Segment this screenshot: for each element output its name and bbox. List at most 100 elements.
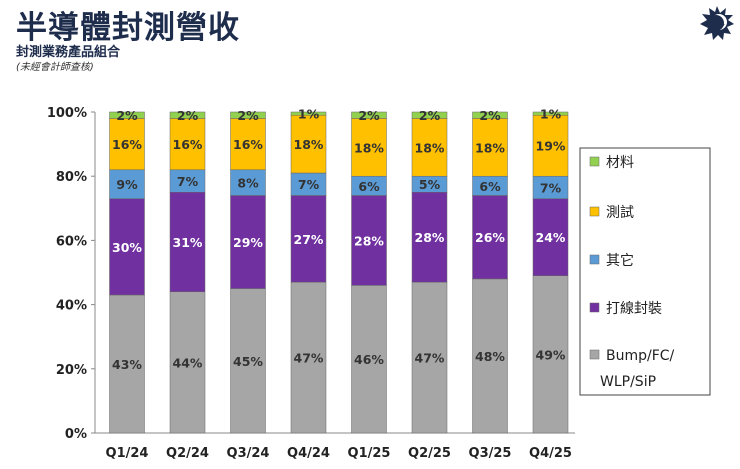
data-label: 6% [479, 179, 501, 194]
data-label: 7% [298, 177, 320, 192]
data-label: 5% [419, 177, 441, 192]
legend-label: WLP/SiP [600, 374, 656, 390]
bar-segment [472, 118, 508, 177]
bar-segment [169, 118, 206, 171]
data-label: 29% [233, 235, 263, 250]
data-label: 46% [354, 352, 384, 367]
bar-segment [109, 118, 145, 171]
bar-segment [169, 111, 206, 119]
data-label: 19% [536, 139, 566, 154]
legend [579, 147, 711, 396]
data-label: 7% [177, 174, 199, 189]
bar-segment [532, 198, 569, 276]
data-label: 43% [112, 357, 142, 372]
bar-segment [230, 169, 266, 196]
bar-segment [109, 169, 145, 199]
data-label: 18% [475, 140, 505, 155]
bar-segment [109, 111, 145, 119]
x-tick-label: Q2/24 [166, 446, 209, 461]
y-tick-label: 40% [56, 299, 87, 314]
x-tick-label: Q4/25 [529, 446, 572, 461]
legend-label: 其它 [606, 252, 634, 269]
y-tick-label: 0% [65, 427, 87, 442]
y-tick-label: 100% [47, 106, 87, 121]
bar-segment [230, 111, 266, 119]
legend-swatch [589, 206, 600, 217]
bar-segment [230, 288, 266, 434]
bar-segment [351, 111, 387, 119]
bar-segment [532, 114, 569, 177]
data-label: 2% [116, 108, 138, 123]
data-label: 27% [294, 232, 324, 247]
data-label: 18% [354, 140, 384, 155]
bar-segment [411, 111, 448, 119]
legend-label: 打線封裝 [606, 300, 662, 317]
data-label: 2% [479, 108, 501, 123]
data-label: 8% [237, 176, 259, 191]
legend-swatch [589, 254, 600, 265]
data-label: 1% [540, 107, 562, 122]
x-tick-label: Q1/24 [106, 446, 149, 461]
page-subtitle: 封測業務產品組合 [16, 45, 121, 60]
y-tick-label: 20% [56, 363, 87, 378]
bar-segment [169, 192, 206, 293]
bar-segment [472, 195, 508, 280]
legend-swatch [589, 302, 600, 313]
data-label: 47% [415, 351, 445, 366]
data-label: 28% [354, 233, 384, 248]
data-label: 9% [116, 177, 138, 192]
data-label: 44% [173, 355, 203, 370]
data-label: 2% [358, 108, 380, 123]
data-label: 2% [237, 108, 259, 123]
x-tick-label: Q3/24 [227, 446, 270, 461]
data-label: 24% [536, 230, 566, 245]
data-label: 16% [112, 137, 142, 152]
data-label: 16% [173, 137, 203, 152]
x-tick-label: Q1/25 [348, 446, 391, 461]
bar-segment [351, 195, 387, 286]
bar-segment [351, 285, 387, 434]
bar-segment [411, 118, 448, 177]
x-tick-label: Q4/24 [287, 446, 330, 461]
data-label: 28% [415, 230, 445, 245]
bar-segment [169, 291, 206, 434]
data-label: 30% [112, 240, 142, 255]
bar-segment [472, 111, 508, 119]
bar-segment [230, 195, 266, 289]
y-tick-label: 60% [56, 234, 87, 249]
data-label: 2% [419, 108, 441, 123]
legend-label: 材料 [606, 155, 634, 171]
sun-face-logo-icon [700, 6, 734, 40]
data-label: 45% [233, 354, 263, 369]
data-label: 31% [173, 235, 203, 250]
data-label: 16% [233, 137, 263, 152]
bar-segment [290, 111, 327, 116]
bar-segment [351, 118, 387, 177]
legend-label: Bump/FC/ [606, 348, 675, 364]
data-label: 26% [475, 230, 505, 245]
data-label: 1% [298, 107, 320, 122]
bar-segment [290, 195, 327, 283]
page-title: 半導體封測營收 [16, 10, 240, 46]
x-tick-label: Q2/25 [408, 446, 451, 461]
y-tick-label: 80% [56, 170, 87, 185]
bar-segment [109, 198, 145, 296]
bar-segment [290, 281, 327, 434]
bar-segment [290, 114, 327, 174]
bar-segment [109, 294, 145, 434]
data-label: 47% [294, 351, 324, 366]
legend-swatch [589, 349, 600, 360]
data-label: 48% [475, 349, 505, 364]
data-label: 18% [294, 137, 324, 152]
bar-segment [532, 111, 569, 116]
bar-segment [230, 118, 266, 171]
data-label: 49% [536, 347, 566, 362]
data-label: 18% [415, 140, 445, 155]
bar-segment [411, 281, 448, 434]
data-label: 6% [358, 179, 380, 194]
bar-segment [532, 275, 569, 434]
x-tick-label: Q3/25 [469, 446, 512, 461]
unaudited-note: (未經會計師查核) [16, 62, 94, 73]
legend-swatch [589, 156, 600, 167]
